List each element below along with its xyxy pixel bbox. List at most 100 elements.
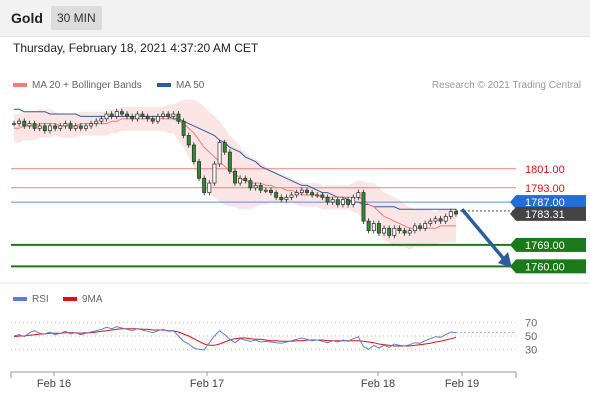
candle-body — [78, 125, 83, 129]
candle-body — [402, 230, 407, 234]
candle-body — [119, 111, 124, 115]
candle-body — [407, 230, 412, 234]
candle-body — [238, 177, 243, 184]
candle-body — [320, 194, 325, 198]
current-label-bg-3 — [516, 206, 586, 221]
candle-body — [197, 161, 201, 179]
candle-body — [17, 120, 22, 124]
candle-body — [58, 125, 63, 129]
credit-label: Research © 2021 Trading Central — [431, 80, 581, 91]
candle-body — [392, 227, 397, 236]
rsi-level-label-0: 70 — [525, 318, 537, 330]
ma50-line — [14, 108, 456, 210]
candle-body — [269, 189, 273, 193]
rsi-swatch — [13, 297, 27, 302]
ma9-label: 9MA — [82, 294, 103, 305]
candle-body — [361, 192, 366, 222]
datetime-label: Thursday, February 18, 2021 4:37:20 AM C… — [13, 41, 259, 55]
candle-body — [212, 163, 217, 184]
candle-body — [382, 227, 386, 234]
legend-rsi: RSI — [13, 294, 49, 305]
candle-body — [448, 211, 453, 217]
candle-body — [42, 125, 47, 132]
candle-body — [140, 113, 145, 117]
candle-body — [27, 123, 32, 127]
support-label-bg-4 — [516, 237, 586, 252]
candle-body — [176, 113, 181, 122]
candle-body — [340, 199, 345, 205]
candle-body — [73, 125, 78, 129]
candle-body — [274, 192, 279, 198]
candle-body — [104, 113, 109, 120]
ma50-label: MA 50 — [176, 80, 205, 91]
candle-body — [356, 192, 361, 198]
candle-body — [145, 116, 150, 120]
candle-body — [284, 196, 289, 201]
candle-body — [346, 199, 351, 205]
candle-body — [22, 120, 27, 127]
x-tick-label-3: Feb 19 — [445, 378, 479, 390]
pivot-label-2: 1787.00 — [525, 197, 565, 209]
candle-body — [412, 225, 417, 231]
current-label-3: 1783.31 — [525, 209, 565, 221]
candle-body — [387, 227, 392, 236]
candle-body — [325, 196, 330, 203]
candle-body — [366, 220, 371, 231]
timeframe-button[interactable]: 30 MIN — [51, 6, 102, 30]
candle-body — [233, 170, 237, 184]
candle-body — [155, 116, 160, 122]
candle-body — [191, 144, 196, 162]
candle-body — [443, 216, 448, 222]
candle-body — [32, 123, 37, 129]
candle-body — [438, 218, 443, 222]
candle-body — [330, 199, 335, 203]
candle-body — [335, 199, 340, 205]
candle-body — [202, 177, 207, 193]
candle-body — [68, 123, 73, 129]
candle-body — [371, 223, 376, 231]
candle-body — [109, 113, 114, 117]
candle-body — [135, 113, 140, 120]
candle-body — [315, 194, 320, 197]
candle-body — [48, 125, 52, 132]
rsi-label: RSI — [32, 294, 49, 305]
x-tick-label-2: Feb 18 — [361, 378, 395, 390]
top-bar: Gold 30 MIN — [0, 0, 590, 37]
candle-body — [310, 192, 315, 196]
candle-body — [428, 220, 433, 224]
candle-body — [89, 123, 94, 127]
support-label-bg-5 — [516, 259, 586, 274]
candle-body — [418, 225, 422, 229]
candle-body — [125, 113, 130, 117]
forecast-arrow-head — [498, 251, 512, 268]
candle-body — [263, 189, 268, 192]
x-tick-label-0: Feb 16 — [37, 378, 71, 390]
support-label-4: 1769.00 — [525, 240, 565, 252]
candle-body — [94, 120, 99, 124]
candle-body — [227, 151, 232, 172]
candle-body — [376, 223, 381, 234]
candle-body — [171, 113, 176, 117]
candle-body — [53, 125, 58, 129]
candle-body — [217, 142, 222, 165]
candle-body — [423, 223, 428, 229]
candle-body — [289, 194, 294, 198]
candle-body — [248, 180, 253, 189]
legend-ma20: MA 20 + Bollinger Bands — [13, 80, 142, 91]
candle-body — [397, 227, 402, 231]
rsi-level-label-2: 30 — [525, 344, 537, 356]
candle-body — [222, 142, 227, 153]
candle-body — [63, 123, 68, 127]
candle-body — [161, 113, 165, 117]
candle-body — [279, 196, 284, 201]
candle-body — [207, 182, 212, 193]
rsi-line — [13, 326, 457, 351]
support-label-5: 1760.00 — [525, 261, 565, 273]
candle-body — [130, 116, 135, 120]
forecast-arrow — [460, 208, 505, 260]
candle-body — [294, 192, 299, 196]
rsi-ma9-line — [13, 328, 457, 347]
resistance-label-0: 1801.00 — [525, 164, 565, 176]
ma9-swatch — [63, 297, 77, 302]
